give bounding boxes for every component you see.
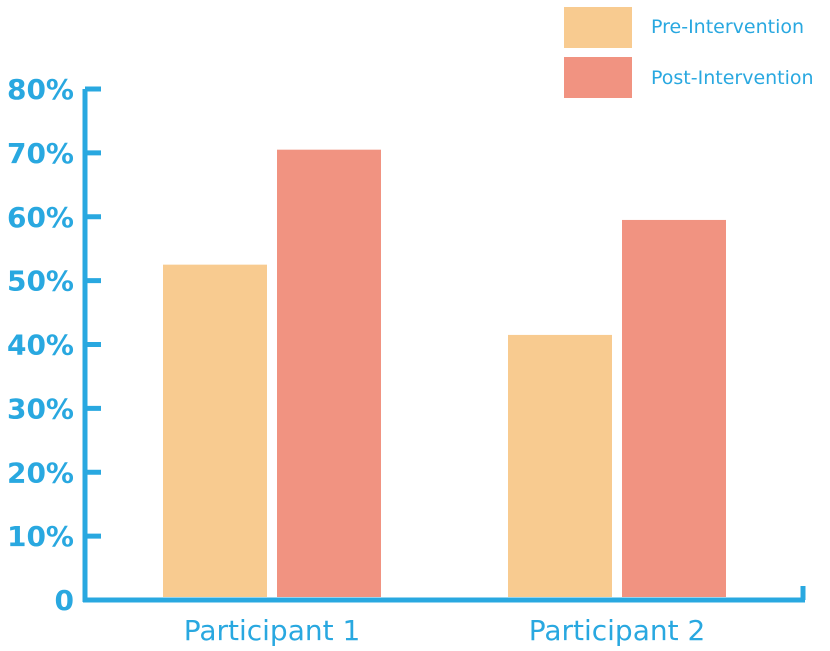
bar-post-intervention-1 [277,149,381,597]
y-tick-label: 70% [7,137,74,170]
y-tick-label: 20% [7,456,74,489]
y-tick-label: 60% [7,201,74,234]
y-axis-ticks: 0 10% 20% 30% 40% 50% 60% 70% 80% [7,73,101,617]
y-tick-label: 50% [7,265,74,298]
legend: Pre-Intervention Post-Intervention [564,7,814,98]
y-tick-label: 40% [7,329,74,362]
bar-pre-intervention-2 [508,334,612,597]
y-tick-label: 30% [7,392,74,425]
x-category-label: Participant 2 [529,614,706,647]
x-axis-labels: Participant 1 Participant 2 [184,614,706,647]
y-tick-label: 10% [7,520,74,553]
bar-pre-intervention-1 [163,264,267,597]
bars-group [163,149,726,597]
legend-label: Post-Intervention [651,67,814,89]
y-tick-label: 80% [7,73,74,106]
legend-swatch [564,7,632,48]
y-tick-label: 0 [55,584,74,617]
x-category-label: Participant 1 [184,614,361,647]
legend-swatch [564,57,632,98]
legend-label: Pre-Intervention [651,16,804,38]
bar-post-intervention-2 [622,219,726,597]
